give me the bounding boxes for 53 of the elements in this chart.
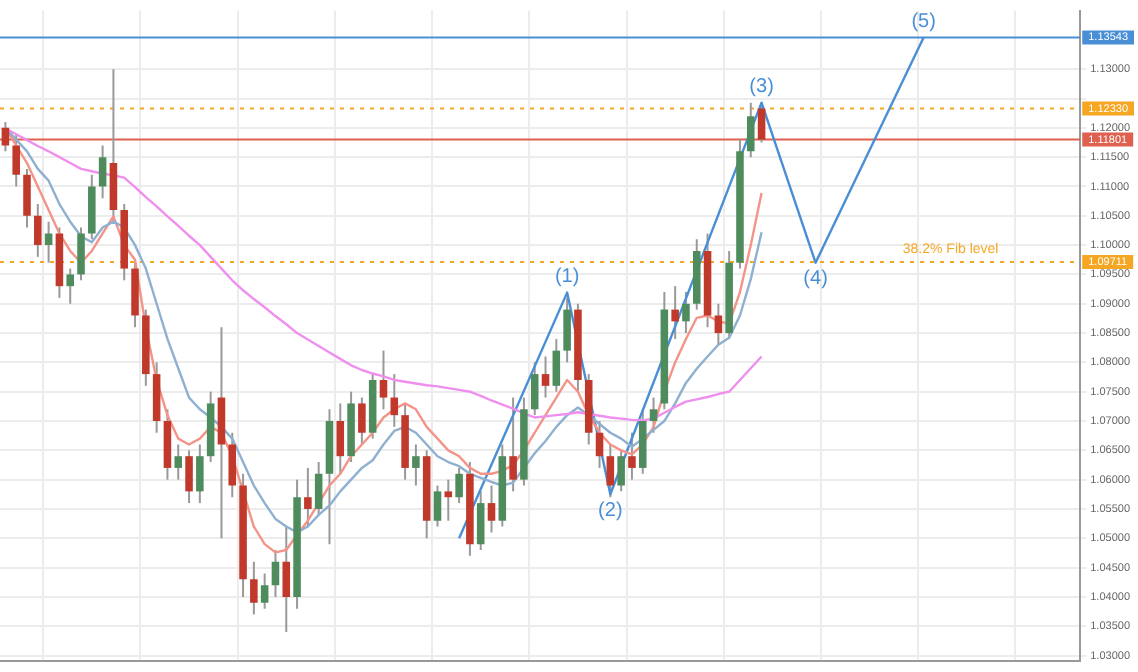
candlestick bbox=[487, 484, 496, 534]
annotation: (5) bbox=[911, 11, 936, 34]
candlestick bbox=[66, 267, 74, 305]
candlestick bbox=[34, 203, 42, 258]
candlestick bbox=[152, 361, 161, 434]
candlestick bbox=[563, 296, 571, 364]
candlestick bbox=[757, 101, 766, 144]
candlestick bbox=[23, 167, 31, 229]
annotation: (2) bbox=[598, 499, 623, 522]
candlestick bbox=[552, 337, 561, 393]
candlestick bbox=[109, 68, 118, 223]
candlestick bbox=[163, 408, 172, 481]
candlestick bbox=[412, 443, 420, 487]
candlestick bbox=[638, 408, 647, 475]
candlestick bbox=[509, 396, 517, 493]
candlestick bbox=[282, 525, 291, 634]
candlestick bbox=[271, 549, 280, 598]
candlestick bbox=[228, 431, 237, 499]
candlestick bbox=[617, 449, 625, 493]
candlestick bbox=[77, 226, 85, 282]
candlestick bbox=[541, 355, 550, 399]
candlestick bbox=[250, 560, 258, 616]
candlestick bbox=[314, 461, 323, 516]
candlestick bbox=[260, 572, 269, 610]
candlestick bbox=[44, 220, 53, 264]
candlestick bbox=[131, 261, 139, 329]
annotation: (4) bbox=[803, 268, 828, 291]
candlestick bbox=[444, 478, 453, 522]
candlestick bbox=[196, 443, 204, 505]
candlestick bbox=[595, 420, 604, 469]
candlestick bbox=[606, 443, 615, 499]
candlestick bbox=[682, 291, 690, 335]
candlestick bbox=[217, 326, 226, 540]
candlestick bbox=[530, 361, 539, 417]
candlestick bbox=[714, 302, 723, 346]
candlestick bbox=[98, 144, 107, 200]
candlestick bbox=[185, 449, 193, 505]
candlestick bbox=[12, 132, 20, 188]
candlestick bbox=[746, 101, 755, 159]
annotation: (3) bbox=[749, 76, 774, 99]
candlestick bbox=[304, 466, 312, 528]
candlestick bbox=[379, 349, 388, 411]
candlestick bbox=[628, 431, 636, 481]
candlestick bbox=[88, 173, 96, 241]
candlestick bbox=[455, 466, 463, 505]
candlestick bbox=[336, 402, 345, 475]
candlestick bbox=[476, 490, 485, 551]
candlestick bbox=[358, 396, 366, 446]
candlestick bbox=[671, 285, 679, 340]
candlestick bbox=[174, 443, 183, 481]
candlestick bbox=[433, 484, 442, 528]
annotation: (1) bbox=[554, 266, 580, 289]
candlestick bbox=[649, 396, 658, 434]
